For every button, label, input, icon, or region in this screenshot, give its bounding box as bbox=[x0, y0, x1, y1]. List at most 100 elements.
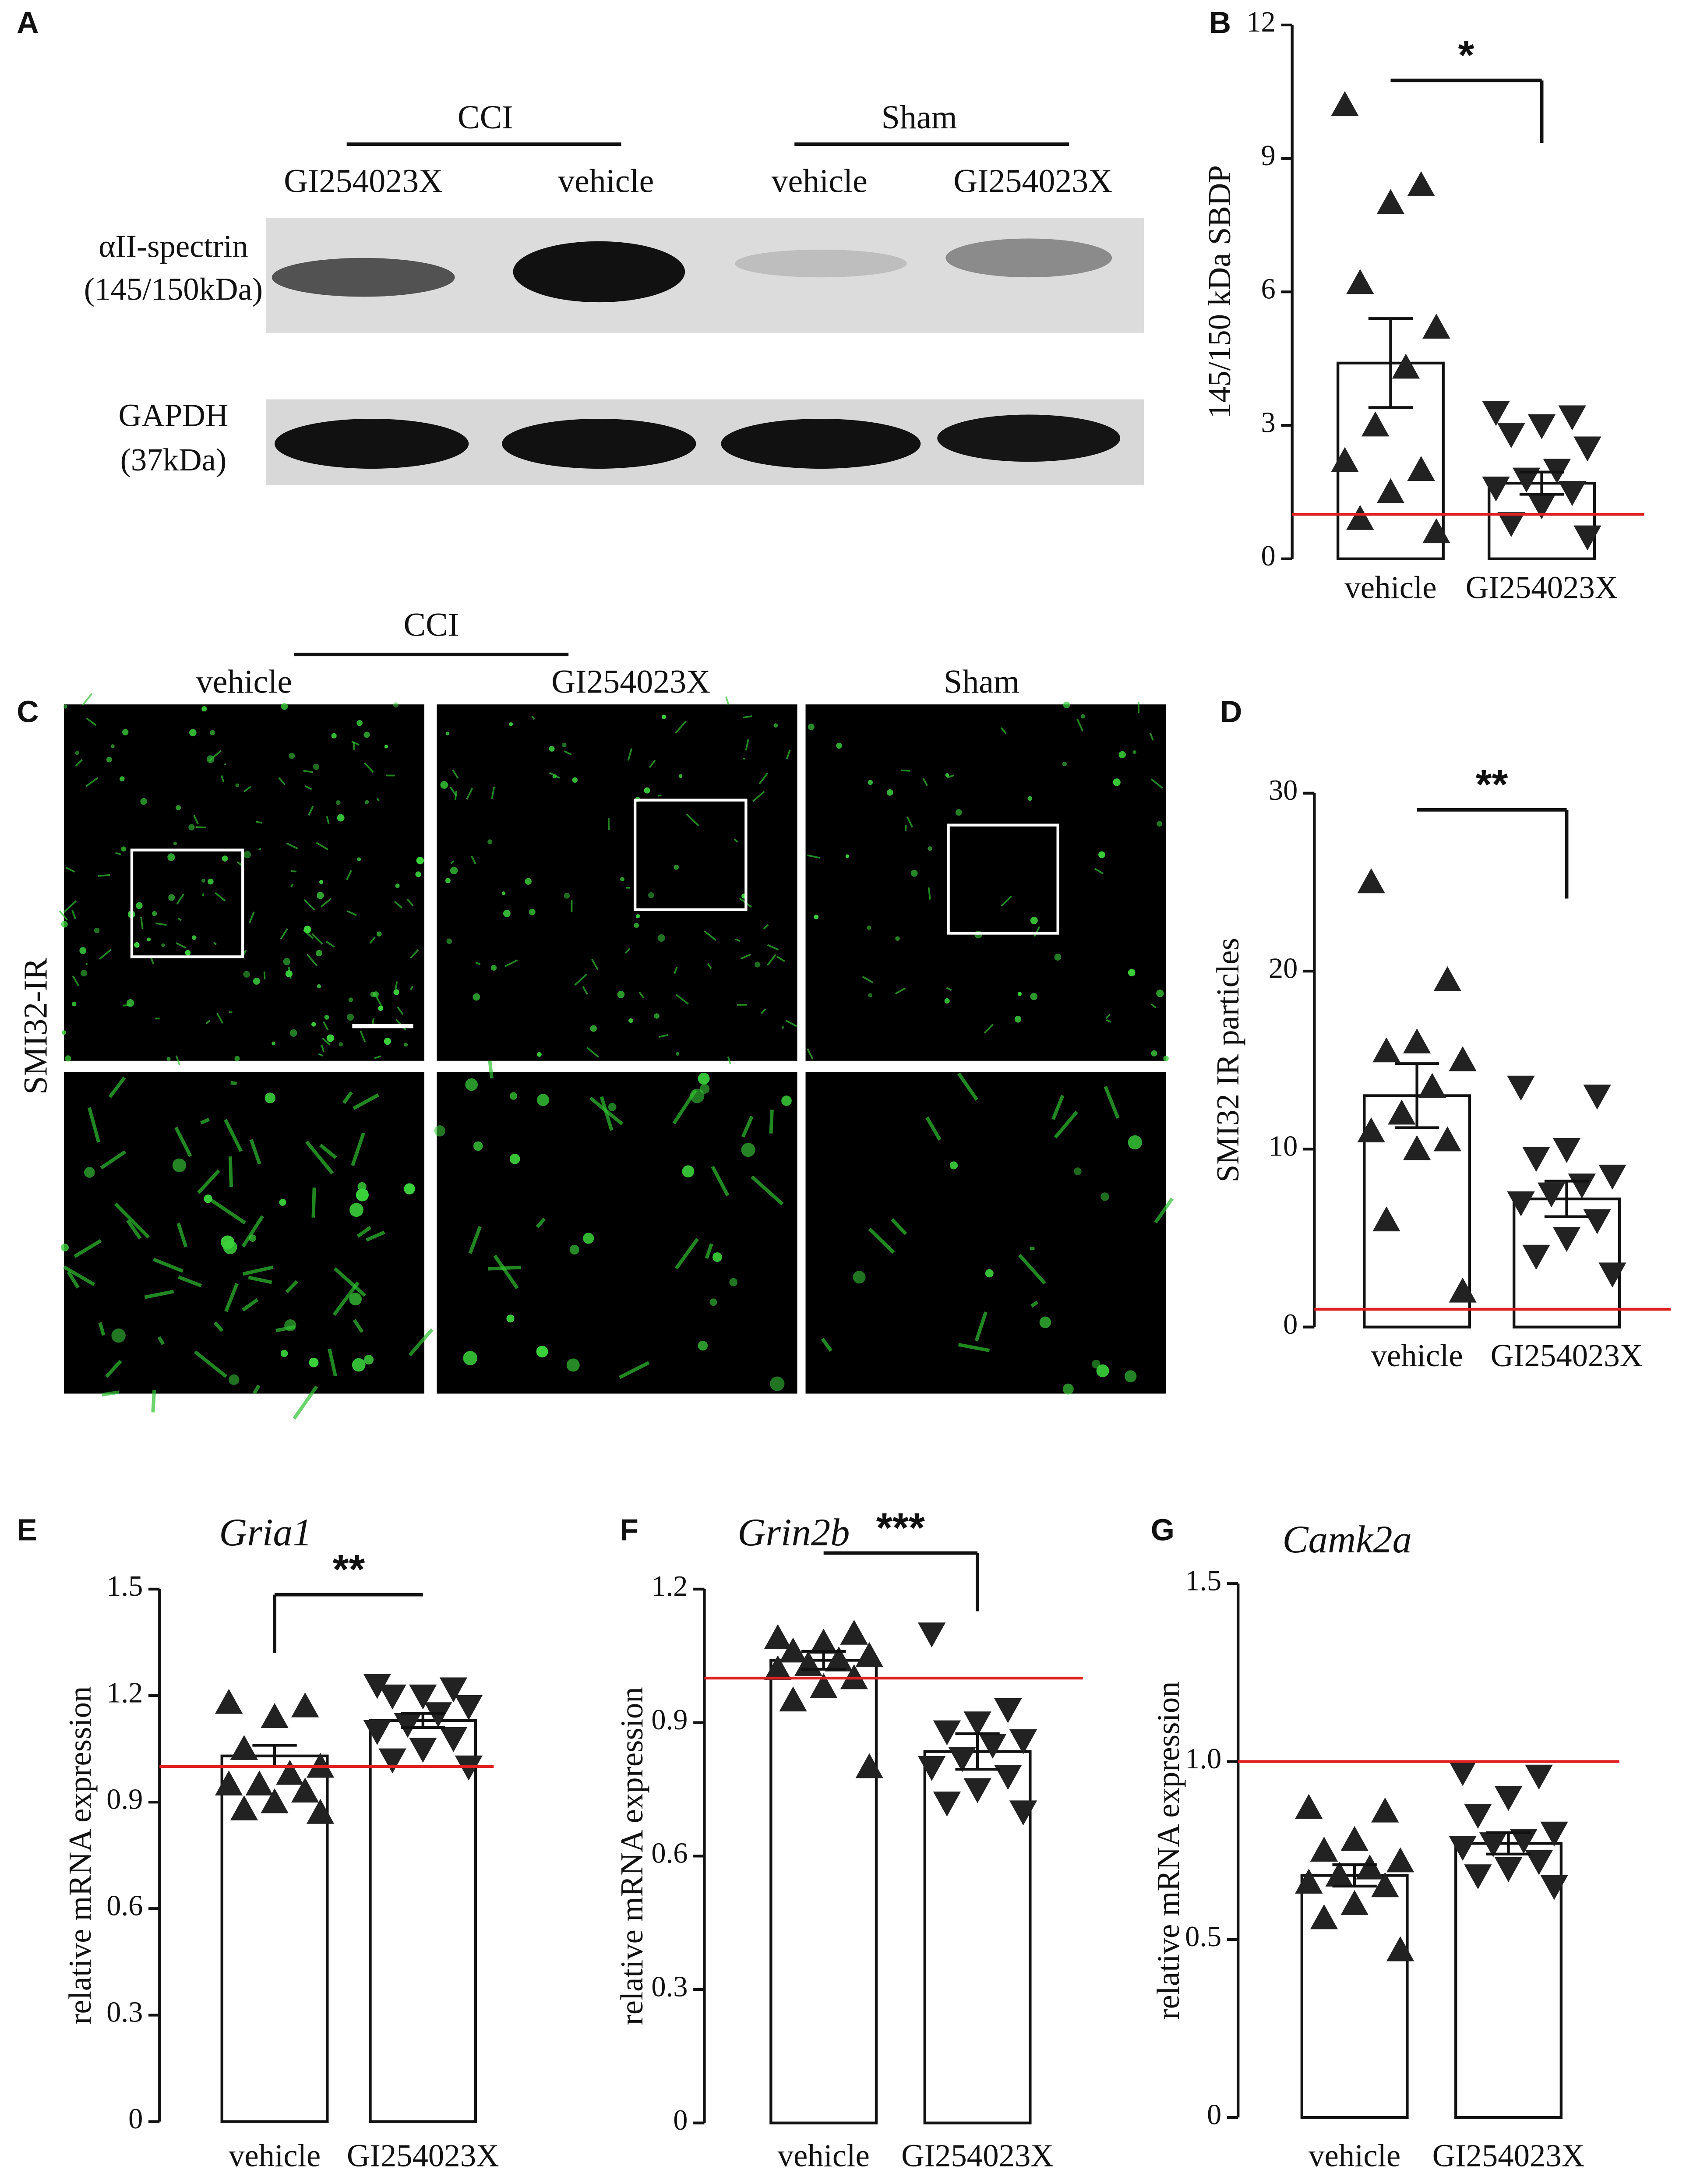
signal bbox=[1030, 916, 1038, 924]
data-point bbox=[1310, 1836, 1338, 1862]
data-point bbox=[948, 1747, 976, 1772]
signal bbox=[705, 1243, 713, 1259]
error-bar bbox=[1544, 1180, 1589, 1218]
signal bbox=[384, 745, 388, 749]
signal bbox=[150, 957, 154, 964]
signal bbox=[657, 794, 662, 797]
x-tick-label: vehicle bbox=[1309, 2138, 1400, 2173]
signal bbox=[608, 1103, 617, 1111]
x-tick-label: vehicle bbox=[229, 2138, 321, 2173]
data-point bbox=[810, 1673, 838, 1698]
signal bbox=[243, 786, 251, 792]
signal bbox=[349, 1203, 363, 1217]
data-point bbox=[1433, 966, 1461, 991]
y-tick-label: 1.5 bbox=[1185, 1565, 1221, 1597]
signal bbox=[304, 785, 312, 790]
signal bbox=[591, 958, 599, 970]
signal bbox=[525, 878, 532, 885]
signal bbox=[319, 1144, 337, 1159]
signal bbox=[311, 933, 323, 945]
data-point bbox=[1449, 1277, 1477, 1303]
signal bbox=[243, 971, 250, 978]
data-point bbox=[291, 1692, 319, 1718]
signal bbox=[410, 949, 419, 959]
signal bbox=[285, 1280, 299, 1293]
data-point bbox=[917, 1622, 946, 1648]
signal bbox=[216, 1013, 224, 1024]
signal bbox=[729, 1278, 738, 1286]
signal bbox=[635, 914, 640, 919]
signal bbox=[193, 815, 199, 824]
band bbox=[721, 419, 921, 469]
error-bar bbox=[1519, 470, 1564, 496]
signal bbox=[745, 739, 749, 751]
signal bbox=[185, 950, 191, 956]
signal bbox=[346, 1014, 354, 1021]
y-tick-label: 0.6 bbox=[651, 1838, 688, 1869]
signal bbox=[393, 702, 399, 708]
y-tick-label: 0.5 bbox=[1185, 1921, 1221, 1953]
signal bbox=[682, 1165, 695, 1178]
signal bbox=[346, 870, 352, 880]
signal bbox=[202, 893, 205, 897]
signal bbox=[868, 780, 873, 785]
signal bbox=[564, 750, 572, 756]
signal bbox=[174, 1127, 192, 1157]
data-point bbox=[1361, 411, 1390, 437]
data-point bbox=[394, 1713, 422, 1738]
signal bbox=[698, 1340, 708, 1351]
signal bbox=[374, 1055, 381, 1059]
data-point bbox=[1403, 1135, 1431, 1160]
data-point bbox=[1357, 1117, 1385, 1143]
signal bbox=[120, 776, 125, 781]
x-tick-label: GI254023X bbox=[1491, 1338, 1643, 1373]
signal bbox=[537, 1052, 542, 1057]
signal bbox=[235, 783, 240, 787]
signal bbox=[814, 915, 819, 919]
signal bbox=[886, 789, 893, 796]
y-tick-label: 0 bbox=[1283, 1308, 1298, 1340]
signal bbox=[339, 1042, 343, 1047]
signal bbox=[318, 1053, 324, 1057]
data-point bbox=[215, 1770, 243, 1795]
y-tick-label: 0 bbox=[128, 2103, 143, 2135]
error-bar bbox=[801, 1650, 846, 1671]
signal bbox=[808, 724, 815, 730]
signal bbox=[59, 910, 68, 921]
signal bbox=[342, 1091, 353, 1104]
data-point bbox=[1479, 1832, 1507, 1858]
signal bbox=[249, 1139, 261, 1165]
bar bbox=[369, 1719, 477, 2123]
data-point bbox=[917, 1756, 946, 1781]
data-point bbox=[1522, 1244, 1550, 1270]
signal bbox=[122, 729, 129, 735]
signal bbox=[228, 1156, 233, 1187]
y-tick-label: 0 bbox=[673, 2104, 688, 2136]
signal bbox=[249, 1234, 257, 1242]
signal bbox=[306, 954, 318, 967]
data-point bbox=[1497, 512, 1525, 537]
signal bbox=[734, 838, 738, 843]
inset-box bbox=[633, 799, 748, 911]
signal bbox=[1076, 718, 1084, 732]
y-axis-label: relative mRNA expression bbox=[1150, 1681, 1186, 2019]
bar bbox=[769, 1659, 878, 2124]
signal bbox=[491, 786, 495, 799]
x-tick-label: GI254023X bbox=[1432, 2138, 1585, 2173]
signal bbox=[326, 1034, 335, 1042]
signal bbox=[445, 878, 451, 883]
y-tick-label: 0 bbox=[1261, 540, 1275, 572]
data-point bbox=[1356, 1854, 1384, 1880]
data-point bbox=[455, 1695, 483, 1721]
signal bbox=[98, 874, 110, 877]
signal bbox=[328, 1348, 337, 1377]
signal bbox=[725, 696, 730, 705]
band bbox=[502, 419, 696, 469]
signal bbox=[752, 791, 765, 802]
lane-label: vehicle bbox=[558, 163, 654, 199]
signal bbox=[289, 1029, 297, 1037]
signal bbox=[1080, 714, 1085, 719]
data-point bbox=[1525, 1850, 1553, 1875]
data-point bbox=[1331, 447, 1359, 472]
row-label: GAPDH bbox=[119, 398, 229, 433]
